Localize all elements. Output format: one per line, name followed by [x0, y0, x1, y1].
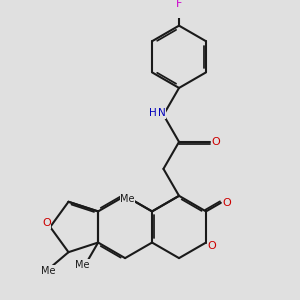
Text: N: N: [158, 108, 166, 118]
Text: Me: Me: [75, 260, 90, 269]
Text: O: O: [222, 198, 231, 208]
Text: F: F: [176, 0, 182, 9]
Text: Me: Me: [120, 194, 135, 204]
Text: O: O: [207, 241, 216, 251]
Text: O: O: [42, 218, 51, 228]
Text: H: H: [149, 108, 156, 118]
Text: O: O: [212, 137, 220, 147]
Text: Me: Me: [41, 266, 56, 276]
